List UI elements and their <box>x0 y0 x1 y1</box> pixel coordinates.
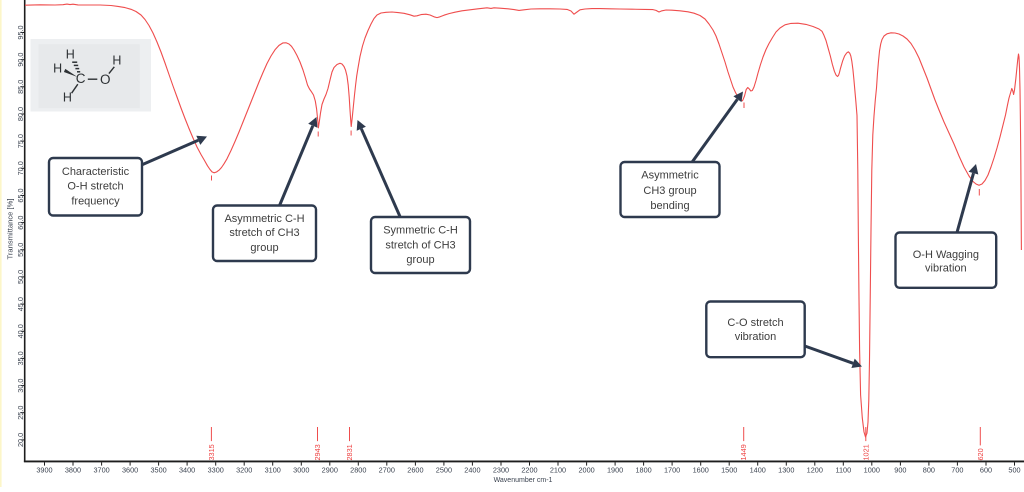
svg-text:3200: 3200 <box>236 465 252 474</box>
svg-text:vibration: vibration <box>925 262 967 274</box>
svg-text:2500: 2500 <box>436 465 452 474</box>
svg-text:H: H <box>53 62 62 76</box>
svg-text:900: 900 <box>894 465 906 474</box>
svg-text:1900: 1900 <box>607 465 623 474</box>
svg-text:40.0: 40.0 <box>16 324 25 338</box>
svg-text:frequency: frequency <box>71 195 120 207</box>
svg-text:3800: 3800 <box>65 465 81 474</box>
svg-text:1800: 1800 <box>635 465 651 474</box>
svg-text:group: group <box>250 242 278 254</box>
svg-text:2300: 2300 <box>493 465 509 474</box>
svg-text:2943: 2943 <box>313 444 322 460</box>
svg-text:95.0: 95.0 <box>16 25 25 39</box>
svg-text:O-H Wagging: O-H Wagging <box>913 249 979 261</box>
svg-text:3315: 3315 <box>207 444 216 460</box>
svg-text:Characteristic: Characteristic <box>62 166 130 178</box>
svg-text:620: 620 <box>976 448 985 460</box>
svg-text:85.0: 85.0 <box>16 80 25 94</box>
svg-text:1300: 1300 <box>778 465 794 474</box>
svg-text:25.0: 25.0 <box>16 406 25 420</box>
svg-text:2600: 2600 <box>407 465 423 474</box>
svg-text:3700: 3700 <box>93 465 109 474</box>
svg-text:600: 600 <box>980 465 992 474</box>
svg-text:1200: 1200 <box>807 465 823 474</box>
svg-text:stretch of CH3: stretch of CH3 <box>229 227 299 239</box>
svg-text:2900: 2900 <box>322 465 338 474</box>
svg-text:1700: 1700 <box>664 465 680 474</box>
svg-text:2400: 2400 <box>464 465 480 474</box>
svg-text:2831: 2831 <box>345 444 354 460</box>
svg-text:75.0: 75.0 <box>16 134 25 148</box>
svg-text:3000: 3000 <box>293 465 309 474</box>
svg-text:60.0: 60.0 <box>16 215 25 229</box>
svg-text:2000: 2000 <box>578 465 594 474</box>
svg-text:Transmittance [%]: Transmittance [%] <box>6 199 15 260</box>
svg-text:3100: 3100 <box>265 465 281 474</box>
svg-text:2800: 2800 <box>350 465 366 474</box>
svg-text:1000: 1000 <box>864 465 880 474</box>
svg-text:800: 800 <box>923 465 935 474</box>
svg-text:1400: 1400 <box>750 465 766 474</box>
svg-text:3600: 3600 <box>122 465 138 474</box>
svg-text:2200: 2200 <box>521 465 537 474</box>
svg-text:500: 500 <box>1008 465 1020 474</box>
svg-text:C: C <box>76 71 86 86</box>
svg-text:H: H <box>66 47 75 61</box>
svg-text:1500: 1500 <box>721 465 737 474</box>
svg-text:vibration: vibration <box>735 331 777 343</box>
svg-text:group: group <box>406 254 434 266</box>
svg-text:stretch of CH3: stretch of CH3 <box>385 239 455 251</box>
svg-text:C-O stretch: C-O stretch <box>727 317 783 329</box>
svg-text:bending: bending <box>650 200 689 212</box>
svg-text:1600: 1600 <box>693 465 709 474</box>
svg-text:Asymmetric C-H: Asymmetric C-H <box>224 213 304 225</box>
svg-text:H: H <box>112 54 121 68</box>
svg-text:35.0: 35.0 <box>16 351 25 365</box>
svg-text:2100: 2100 <box>550 465 566 474</box>
svg-text:80.0: 80.0 <box>16 107 25 121</box>
svg-text:1100: 1100 <box>835 465 851 474</box>
svg-text:20.0: 20.0 <box>16 433 25 447</box>
svg-text:700: 700 <box>951 465 963 474</box>
svg-text:3400: 3400 <box>179 465 195 474</box>
svg-text:45.0: 45.0 <box>16 297 25 311</box>
svg-text:O: O <box>100 72 111 87</box>
svg-text:H: H <box>63 90 72 104</box>
svg-text:1449: 1449 <box>739 444 748 460</box>
svg-text:70.0: 70.0 <box>16 161 25 175</box>
svg-text:O-H stretch: O-H stretch <box>67 181 123 193</box>
svg-text:Wavenumber cm-1: Wavenumber cm-1 <box>494 477 553 484</box>
svg-text:Symmetric C-H: Symmetric C-H <box>383 225 458 237</box>
svg-text:55.0: 55.0 <box>16 243 25 257</box>
svg-text:50.0: 50.0 <box>16 270 25 284</box>
svg-text:3300: 3300 <box>208 465 224 474</box>
svg-text:3500: 3500 <box>150 465 166 474</box>
svg-text:CH3 group: CH3 group <box>643 185 696 197</box>
svg-text:3900: 3900 <box>36 465 52 474</box>
svg-text:30.0: 30.0 <box>16 378 25 392</box>
svg-text:1021: 1021 <box>861 444 870 460</box>
svg-text:90.0: 90.0 <box>16 53 25 67</box>
svg-text:2700: 2700 <box>379 465 395 474</box>
svg-text:65.0: 65.0 <box>16 188 25 202</box>
svg-text:Asymmetric: Asymmetric <box>641 170 699 182</box>
